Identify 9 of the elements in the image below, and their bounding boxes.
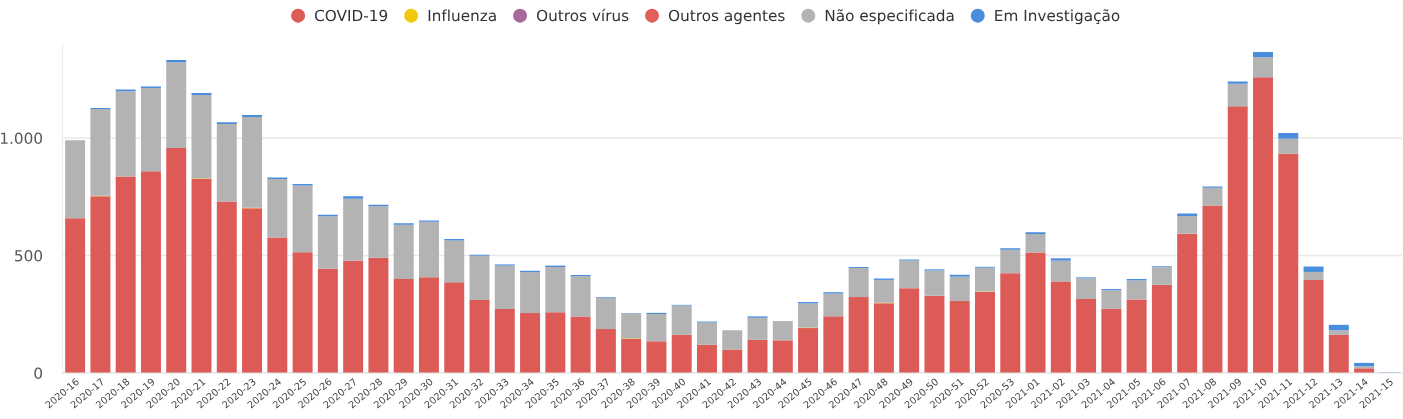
legend-label: Não especificada [825, 9, 954, 25]
y-tick-label: 0 [34, 367, 43, 380]
legend-label: COVID-19 [314, 9, 388, 22]
legend-label: Influenza [428, 9, 496, 22]
y-tick-label: 500 [15, 249, 43, 262]
legend-label: Outros agentes [668, 9, 785, 25]
y-tick-label: 1.000 [1, 132, 43, 145]
legend-label: Outros vírus [536, 8, 629, 22]
legend-label: Em Investigação [995, 9, 1120, 25]
